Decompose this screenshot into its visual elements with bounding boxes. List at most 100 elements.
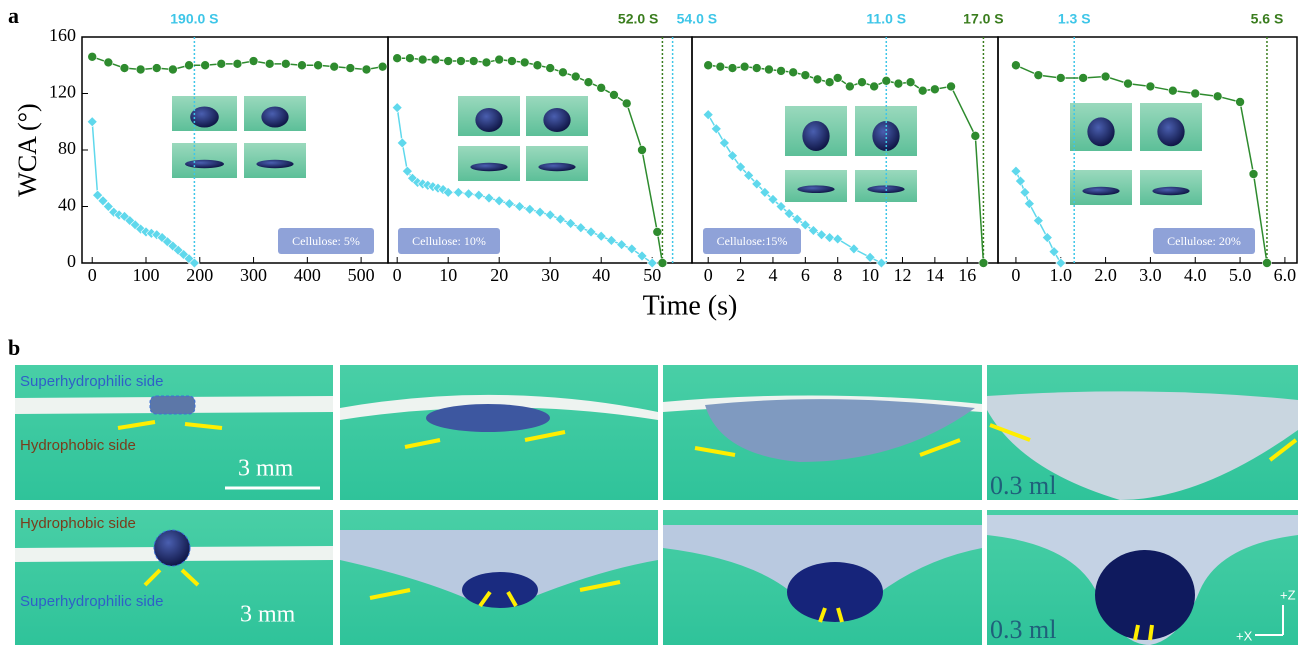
data-point <box>882 76 891 85</box>
caption: Superhydrophilic side <box>20 373 163 390</box>
data-point <box>1262 259 1271 268</box>
data-point <box>597 83 606 92</box>
data-point <box>1020 187 1030 197</box>
data-point <box>185 61 194 70</box>
caption: Superhydrophilic side <box>20 593 163 610</box>
data-point <box>393 54 402 63</box>
data-point <box>789 68 798 77</box>
x-tick-label: 300 <box>240 265 267 285</box>
data-point <box>576 223 586 233</box>
data-point <box>1056 73 1065 82</box>
data-point <box>464 189 474 199</box>
data-point <box>555 214 565 224</box>
x-tick-label: 16 <box>958 265 976 285</box>
data-point <box>474 190 484 200</box>
data-point <box>930 85 939 94</box>
data-point <box>397 138 407 148</box>
data-point <box>719 138 729 148</box>
figure: a b WCA (°) Time (s) <box>0 0 1298 645</box>
data-point <box>728 64 737 73</box>
data-point <box>201 61 210 70</box>
data-point <box>800 220 810 230</box>
series-line <box>92 122 194 263</box>
x-tick-label: 5.0 <box>1229 265 1252 285</box>
data-point <box>947 82 956 91</box>
inset-droplet <box>538 163 575 171</box>
data-point <box>281 59 290 68</box>
data-point <box>515 202 525 212</box>
data-point <box>858 78 867 87</box>
data-point <box>456 57 465 66</box>
data-point <box>1236 97 1245 106</box>
data-point <box>314 61 323 70</box>
data-point <box>703 110 713 120</box>
panel-label: b <box>8 335 20 360</box>
annotation: Cellulose: 20% <box>1167 234 1241 248</box>
inset-droplet <box>543 108 570 132</box>
data-point <box>777 66 786 75</box>
caption: Hydrophobic side <box>20 437 136 454</box>
y-tick-label: 120 <box>49 82 76 102</box>
data-point <box>504 199 514 209</box>
annotation: Cellulose: 10% <box>412 234 486 248</box>
data-point <box>617 240 627 250</box>
x-tick-label: 100 <box>132 265 159 285</box>
data-point <box>845 82 854 91</box>
data-point <box>833 234 843 244</box>
droplet <box>1095 550 1195 640</box>
data-point <box>265 59 274 68</box>
data-point <box>168 65 177 74</box>
data-point <box>378 62 387 71</box>
data-point <box>1249 170 1258 179</box>
x-tick-label: 12 <box>893 265 911 285</box>
data-point <box>558 68 567 77</box>
data-point <box>533 61 542 70</box>
data-point <box>1049 247 1059 257</box>
data-point <box>704 61 713 70</box>
x-tick-label: 0 <box>393 265 402 285</box>
data-point <box>136 65 145 74</box>
photo <box>340 365 658 500</box>
data-point <box>653 227 662 236</box>
inset-droplet <box>1082 187 1119 195</box>
x-tick-label: 40 <box>592 265 610 285</box>
data-point <box>764 65 773 74</box>
data-point <box>1168 86 1177 95</box>
data-point <box>1024 199 1034 209</box>
data-point <box>906 78 915 87</box>
time-marker-label: 190.0 S <box>170 11 218 27</box>
y-tick-label: 0 <box>67 251 76 271</box>
data-point <box>586 227 596 237</box>
droplet <box>150 396 195 414</box>
data-point <box>870 82 879 91</box>
data-point <box>918 86 927 95</box>
x-tick-label: 10 <box>861 265 879 285</box>
data-point <box>469 57 478 66</box>
data-point <box>346 64 355 73</box>
inset-droplet <box>1157 117 1184 146</box>
annotation: Cellulose:15% <box>717 234 788 248</box>
data-point <box>535 207 545 217</box>
data-point <box>740 62 749 71</box>
data-point <box>520 58 529 67</box>
y-axis-label: WCA (°) <box>13 103 42 196</box>
data-point <box>627 244 637 254</box>
data-point <box>1124 79 1133 88</box>
x-tick-label: 400 <box>294 265 321 285</box>
data-point <box>418 55 427 64</box>
data-point <box>658 259 667 268</box>
time-marker-label: 5.6 S <box>1251 11 1284 27</box>
x-tick-label: 8 <box>833 265 842 285</box>
data-point <box>638 146 647 155</box>
caption: Hydrophobic side <box>20 515 136 532</box>
data-point <box>1146 82 1155 91</box>
data-point <box>596 231 606 241</box>
data-point <box>622 99 631 108</box>
x-tick-label: 3.0 <box>1139 265 1162 285</box>
data-point <box>979 259 988 268</box>
x-tick-label: 0 <box>704 265 713 285</box>
data-point <box>849 244 859 254</box>
volume-label: 0.3 ml <box>990 471 1056 500</box>
data-point <box>297 61 306 70</box>
y-tick-label: 80 <box>58 138 76 158</box>
